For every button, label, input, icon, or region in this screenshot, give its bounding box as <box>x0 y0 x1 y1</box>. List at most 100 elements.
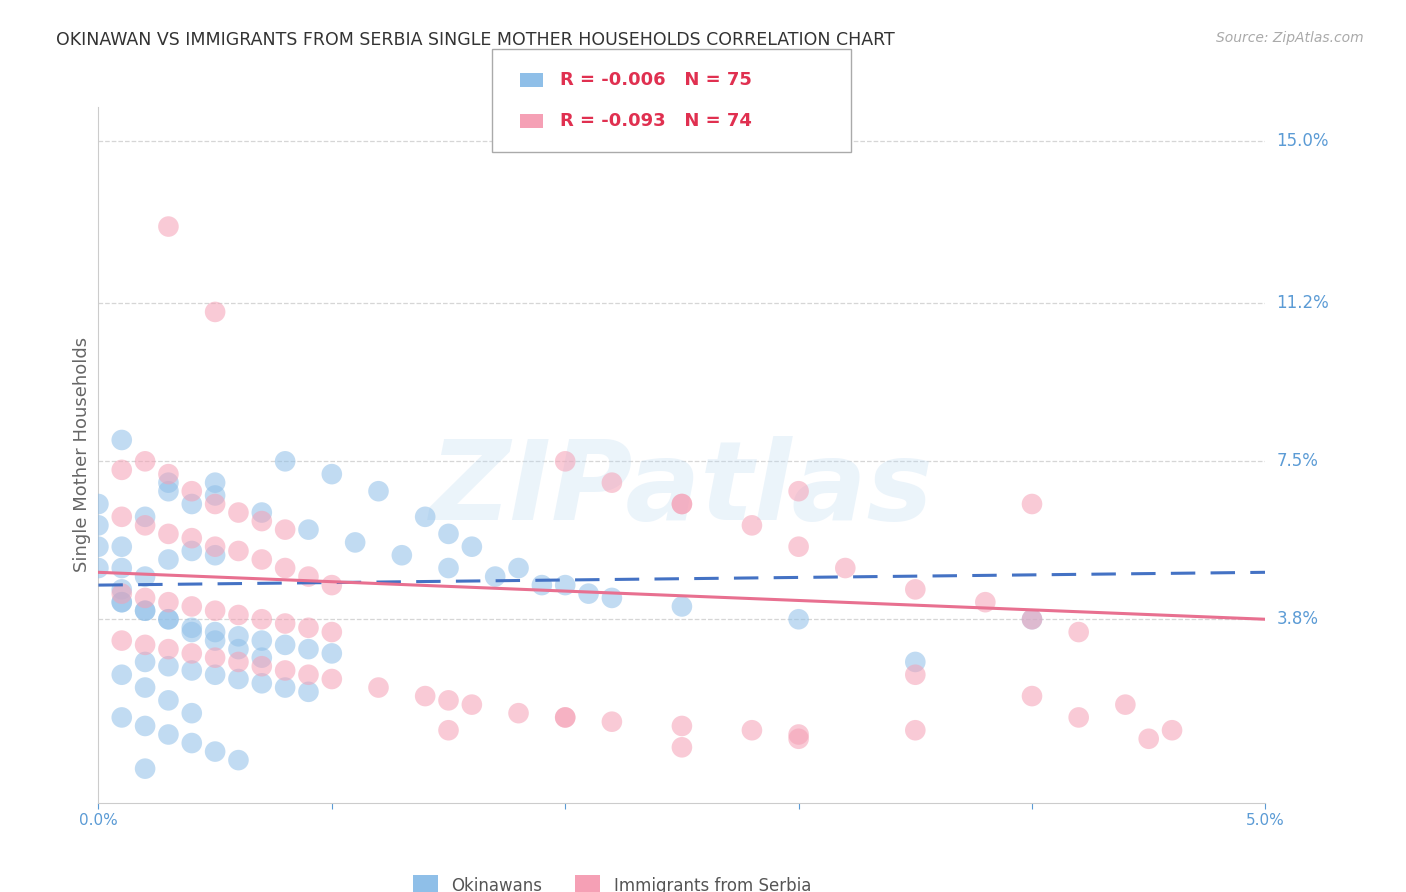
Point <box>250 650 273 665</box>
Point <box>228 655 250 669</box>
Point <box>228 607 250 622</box>
Point <box>671 740 693 755</box>
Point <box>600 714 623 729</box>
Point <box>297 642 319 657</box>
Point <box>297 667 319 681</box>
Point <box>204 548 226 562</box>
Point <box>437 693 460 707</box>
Point <box>228 642 250 657</box>
Point <box>741 723 763 738</box>
Point <box>834 561 856 575</box>
Point <box>274 523 297 537</box>
Point <box>274 681 297 695</box>
Point <box>134 569 156 583</box>
Point <box>344 535 367 549</box>
Point <box>180 544 202 558</box>
Point <box>671 599 693 614</box>
Point <box>1021 497 1043 511</box>
Point <box>250 676 273 690</box>
Point <box>530 578 553 592</box>
Point <box>157 659 180 673</box>
Point <box>250 659 273 673</box>
Point <box>157 467 180 482</box>
Point <box>321 467 343 482</box>
Point <box>904 723 927 738</box>
Y-axis label: Single Mother Households: Single Mother Households <box>73 337 91 573</box>
Point <box>321 625 343 640</box>
Point <box>157 552 180 566</box>
Point <box>204 745 226 759</box>
Point <box>437 527 460 541</box>
Point <box>228 629 250 643</box>
Point <box>180 647 202 661</box>
Point <box>787 484 810 499</box>
Point <box>111 710 134 724</box>
Point <box>250 506 273 520</box>
Point <box>157 612 180 626</box>
Text: 11.2%: 11.2% <box>1277 294 1329 312</box>
Point <box>228 544 250 558</box>
Point <box>87 561 110 575</box>
Point <box>367 484 389 499</box>
Point <box>204 305 226 319</box>
Point <box>157 727 180 741</box>
Point <box>1067 710 1090 724</box>
Point <box>204 667 226 681</box>
Point <box>250 633 273 648</box>
Point <box>554 710 576 724</box>
Text: OKINAWAN VS IMMIGRANTS FROM SERBIA SINGLE MOTHER HOUSEHOLDS CORRELATION CHART: OKINAWAN VS IMMIGRANTS FROM SERBIA SINGL… <box>56 31 896 49</box>
Point <box>134 604 156 618</box>
Point <box>484 569 506 583</box>
Point <box>1021 612 1043 626</box>
Point <box>904 582 927 597</box>
Point <box>508 706 530 721</box>
Point <box>274 638 297 652</box>
Point <box>671 497 693 511</box>
Point <box>134 681 156 695</box>
Point <box>180 531 202 545</box>
Point <box>111 633 134 648</box>
Point <box>204 633 226 648</box>
Point <box>413 689 436 703</box>
Point <box>437 561 460 575</box>
Point <box>554 710 576 724</box>
Point <box>554 454 576 468</box>
Text: Source: ZipAtlas.com: Source: ZipAtlas.com <box>1216 31 1364 45</box>
Point <box>461 698 484 712</box>
Point <box>787 727 810 741</box>
Legend: Okinawans, Immigrants from Serbia: Okinawans, Immigrants from Serbia <box>406 868 818 892</box>
Point <box>134 762 156 776</box>
Point <box>111 582 134 597</box>
Point <box>671 719 693 733</box>
Point <box>134 719 156 733</box>
Point <box>250 514 273 528</box>
Point <box>134 604 156 618</box>
Point <box>787 731 810 746</box>
Point <box>180 599 202 614</box>
Point <box>321 672 343 686</box>
Point <box>274 616 297 631</box>
Text: 3.8%: 3.8% <box>1277 610 1319 628</box>
Point <box>250 552 273 566</box>
Point <box>204 488 226 502</box>
Point <box>391 548 413 562</box>
Point <box>321 647 343 661</box>
Point <box>180 736 202 750</box>
Point <box>1114 698 1136 712</box>
Point <box>367 681 389 695</box>
Point <box>111 509 134 524</box>
Point <box>134 454 156 468</box>
Point <box>134 591 156 605</box>
Point <box>157 527 180 541</box>
Point <box>297 523 319 537</box>
Point <box>111 540 134 554</box>
Point <box>1021 612 1043 626</box>
Point <box>180 484 202 499</box>
Point <box>180 621 202 635</box>
Point <box>228 506 250 520</box>
Point <box>250 612 273 626</box>
Point <box>228 672 250 686</box>
Point <box>134 655 156 669</box>
Point <box>204 604 226 618</box>
Point <box>134 518 156 533</box>
